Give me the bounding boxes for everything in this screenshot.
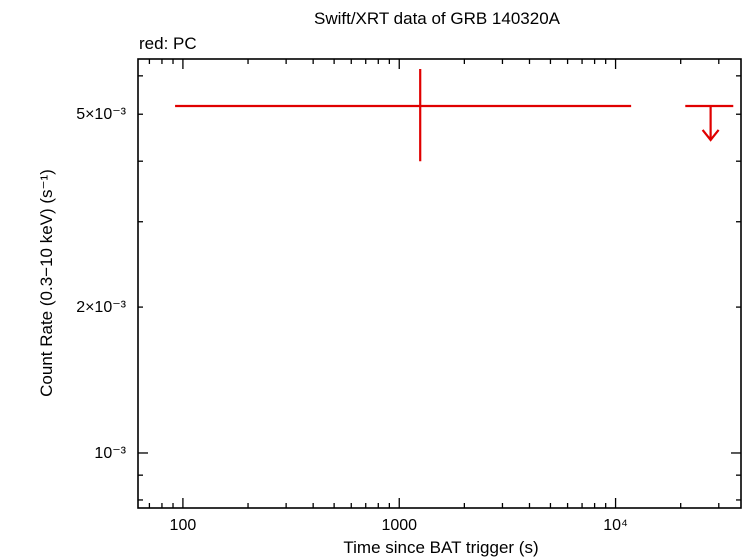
tick-labels: 100 1000 10⁴ 5×10⁻³ 2×10⁻³ 10⁻³	[76, 106, 628, 534]
data-point	[175, 68, 632, 162]
y-tick-label: 10⁻³	[94, 445, 126, 462]
down-arrow-icon	[701, 129, 720, 142]
x-tick-label: 10⁴	[603, 517, 628, 534]
data-marks	[175, 68, 734, 162]
axis-ticks	[138, 59, 741, 508]
x-tick-label: 1000	[381, 517, 417, 534]
chart-title: Swift/XRT data of GRB 140320A	[314, 9, 561, 28]
x-tick-label: 100	[170, 517, 197, 534]
chart-subtitle: red: PC	[139, 34, 197, 53]
x-axis-label: Time since BAT trigger (s)	[343, 538, 538, 557]
upper-limit	[685, 104, 734, 142]
plot-frame	[137, 58, 742, 509]
y-axis-label: Count Rate (0.3−10 keV) (s⁻¹)	[37, 169, 56, 397]
y-tick-label: 5×10⁻³	[76, 106, 126, 123]
y-tick-label: 2×10⁻³	[76, 299, 126, 316]
